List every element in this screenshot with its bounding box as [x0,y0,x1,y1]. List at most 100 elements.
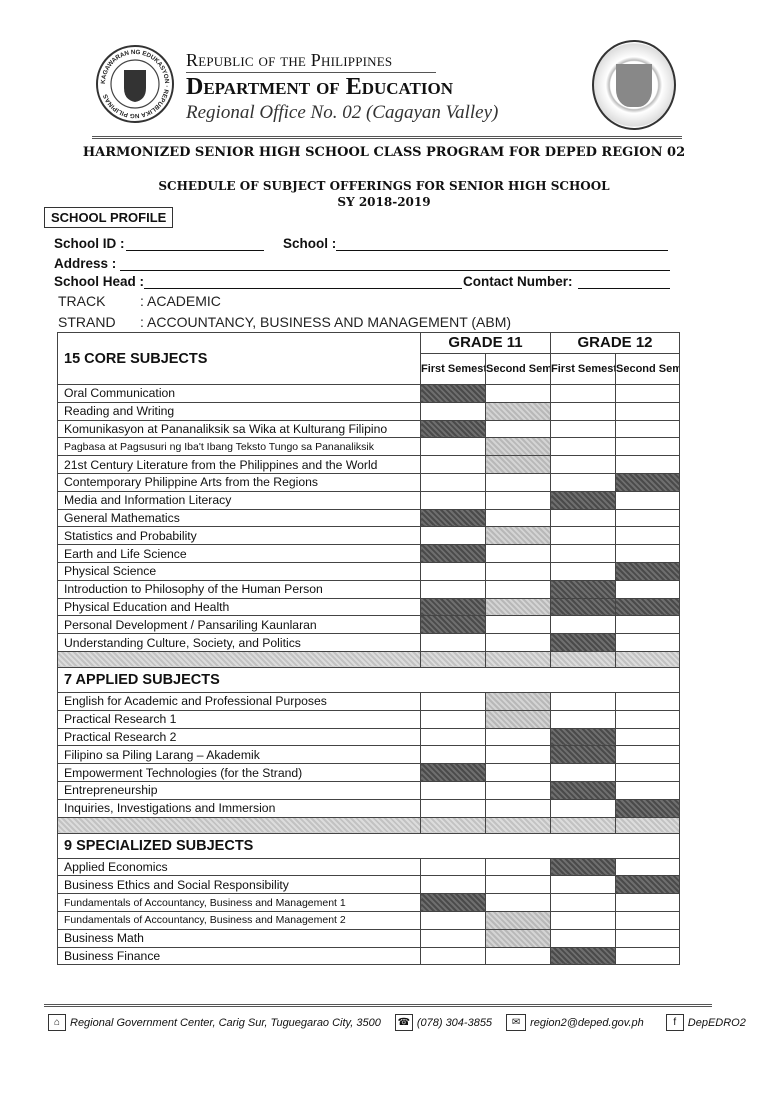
offered-semester-cell [550,597,617,617]
semester-cell [615,691,681,711]
semester-cell [550,437,617,457]
subject-name: Business Finance [57,946,421,966]
offered-semester-cell [484,691,552,711]
spacer-cell [484,816,552,834]
semester-cell [420,798,486,818]
envelope-icon: ✉ [506,1014,527,1031]
address-field[interactable] [120,256,670,271]
subject-name: Inquiries, Investigations and Immersion [57,798,421,818]
subject-name: 21st Century Literature from the Philipp… [57,455,421,474]
divider [186,72,436,73]
subject-name: Oral Communication [57,384,421,403]
subject-name: Komunikasyon at Pananaliksik sa Wika at … [57,419,421,439]
semester-cell [484,579,552,599]
section-header-row: 7 APPLIED SUBJECTS [56,666,681,693]
subject-offerings-table: 15 CORE SUBJECTS GRADE 11 GRADE 12 First… [56,332,681,966]
semester-cell [550,526,617,546]
subject-name: Filipino sa Piling Larang – Akademik [57,745,421,765]
semester-cell [615,928,681,948]
semester-cell [550,709,617,729]
semester-cell [615,727,681,747]
semester-cell [615,384,681,403]
facebook-icon: f [665,1014,684,1031]
semester-cell [420,910,486,930]
footer: ⌂ Regional Government Center, Carig Sur,… [48,1014,746,1031]
subject-name: Media and Information Literacy [57,490,421,510]
schedule-title: SCHEDULE OF SUBJECT OFFERINGS FOR SENIOR… [0,178,768,210]
subject-row: Practical Research 2 [57,727,681,747]
semester-cell [420,579,486,599]
semester-header: Second Semester [484,353,552,385]
grade-11-header: GRADE 11 [419,332,552,354]
subject-row: Understanding Culture, Society, and Poli… [57,633,681,652]
offered-semester-cell [420,508,486,528]
subject-row: Fundamentals of Accountancy, Business an… [57,893,681,912]
semester-cell [615,419,681,439]
semester-cell [550,561,617,581]
semester-cell [550,798,617,818]
subject-row: 21st Century Literature from the Philipp… [57,455,681,474]
semester-cell [615,508,681,528]
spacer-cell [615,650,681,668]
school-field[interactable] [336,236,668,251]
semester-cell [420,561,486,581]
semester-cell [615,544,681,563]
subject-name: Personal Development / Pansariling Kaunl… [57,615,421,635]
subject-name: Applied Economics [57,857,421,877]
semester-cell [615,910,681,930]
subject-name: Statistics and Probability [57,526,421,546]
semester-cell [615,455,681,474]
section-heading: 15 CORE SUBJECTS [57,332,421,385]
contact-number-field[interactable] [578,274,670,289]
subject-row: Filipino sa Piling Larang – Akademik [57,745,681,765]
footer-facebook[interactable]: DepEDRO2 [687,1016,746,1029]
school-head-field[interactable] [144,274,462,289]
semester-cell [550,419,617,439]
track-value: : ACADEMIC [140,293,221,309]
subject-row: Practical Research 1 [57,709,681,729]
spacer-cell [550,816,617,834]
subject-row: Komunikasyon at Pananaliksik sa Wika at … [57,419,681,439]
subject-name: Physical Education and Health [57,597,421,617]
section-spacer-row [57,650,681,668]
subject-name: Business Ethics and Social Responsibilit… [57,875,421,895]
address-label: Address : [54,256,117,271]
subject-name: Introduction to Philosophy of the Human … [57,579,421,599]
semester-cell [615,490,681,510]
offered-semester-cell [550,727,617,747]
offered-semester-cell [615,875,681,895]
semester-cell [484,472,552,492]
footer-email[interactable]: region2@deped.gov.ph [530,1016,644,1029]
subject-name: Contemporary Philippine Arts from the Re… [57,472,421,492]
semester-cell [484,780,552,800]
schedule-heading: SCHEDULE OF SUBJECT OFFERINGS FOR SENIOR… [158,179,610,193]
subject-row: Business Finance [57,946,681,966]
subject-row: Earth and Life Science [57,544,681,563]
semester-cell [484,798,552,818]
semester-cell [615,437,681,457]
subject-name: Reading and Writing [57,401,421,421]
semester-cell [615,780,681,800]
semester-cell [420,780,486,800]
semester-cell [615,526,681,546]
offered-semester-cell [550,857,617,877]
subject-row: Personal Development / Pansariling Kaunl… [57,615,681,635]
semester-cell [550,928,617,948]
offered-semester-cell [484,526,552,546]
subject-row: Statistics and Probability [57,526,681,546]
semester-cell [550,910,617,930]
subject-name: Empowerment Technologies (for the Strand… [57,763,421,782]
semester-cell [420,875,486,895]
spacer-cell [550,650,617,668]
semester-cell [420,401,486,421]
semester-cell [484,727,552,747]
school-id-label: School ID : [54,236,125,251]
semester-cell [484,561,552,581]
offered-semester-cell [550,633,617,652]
offered-semester-cell [484,437,552,457]
school-id-field[interactable] [126,236,264,251]
deped-seal-logo: KAGAWARAN NG EDUKASYON · REPUBLIKA NG PI… [96,45,174,123]
subject-row: Media and Information Literacy [57,490,681,510]
region-seal-logo [592,40,676,130]
offered-semester-cell [615,597,681,617]
